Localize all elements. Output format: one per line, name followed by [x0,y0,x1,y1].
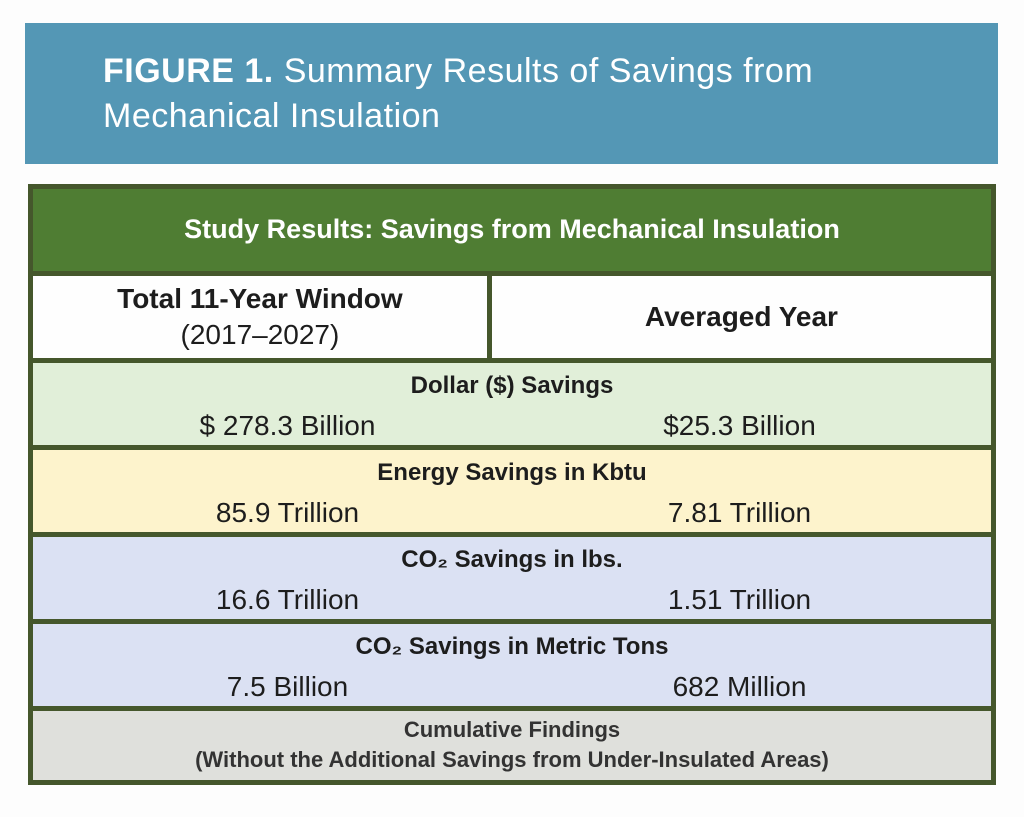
row-category-label: Energy Savings in Kbtu [377,458,647,486]
row-values: 7.5 Billion 682 Million [33,668,991,706]
table-footer-note: Cumulative Findings (Without the Additio… [33,705,991,780]
footer-note-line1: Cumulative Findings [403,717,621,743]
table-title-bar: Study Results: Savings from Mechanical I… [33,189,991,271]
figure-title: FIGURE 1. Summary Results of Savings fro… [25,49,943,139]
co2-lbs-averaged-value: 1.51 Trillion [667,583,812,615]
co2-metric-tons-averaged-value: 682 Million [672,670,807,702]
figure-label: FIGURE 1. [103,51,274,90]
row-category-label: Dollar ($) Savings [410,371,614,399]
energy-savings-total-value: 85.9 Trillion [215,496,360,528]
row-values: 16.6 Trillion 1.51 Trillion [33,581,991,619]
co2-lbs-total-value: 16.6 Trillion [215,583,360,615]
column-header-total-window-label: Total 11-Year Window [117,282,403,314]
table-row-co2-savings-metric-tons: CO₂ Savings in Metric Tons 7.5 Billion 6… [33,618,991,706]
column-header-total-window: Total 11-Year Window (2017–2027) [33,275,492,358]
column-header-total-window-years: (2017–2027) [180,318,340,350]
figure-title-text: Summary Results of Savings from Mechanic… [103,51,814,135]
energy-savings-averaged-value: 7.81 Trillion [667,496,812,528]
table-row-energy-savings: Energy Savings in Kbtu 85.9 Trillion 7.8… [33,444,991,532]
results-table: Study Results: Savings from Mechanical I… [28,184,996,785]
row-category-label: CO₂ Savings in lbs. [401,545,623,573]
dollar-savings-averaged-value: $25.3 Billion [663,409,816,441]
row-category-label: CO₂ Savings in Metric Tons [355,632,669,660]
table-row-dollar-savings: Dollar ($) Savings $ 278.3 Billion $25.3… [33,357,991,445]
co2-metric-tons-total-value: 7.5 Billion [226,670,349,702]
table-row-co2-savings-lbs: CO₂ Savings in lbs. 16.6 Trillion 1.51 T… [33,531,991,619]
column-header-averaged-year: Averaged Year [492,276,991,358]
column-header-row: Total 11-Year Window (2017–2027) Average… [33,270,991,358]
row-values: 85.9 Trillion 7.81 Trillion [33,494,991,532]
footer-note-line2: (Without the Additional Savings from Und… [195,747,829,773]
dollar-savings-total-value: $ 278.3 Billion [199,409,376,441]
row-values: $ 278.3 Billion $25.3 Billion [33,407,991,445]
column-header-averaged-year-label: Averaged Year [644,300,838,332]
figure-banner: FIGURE 1. Summary Results of Savings fro… [25,23,998,164]
